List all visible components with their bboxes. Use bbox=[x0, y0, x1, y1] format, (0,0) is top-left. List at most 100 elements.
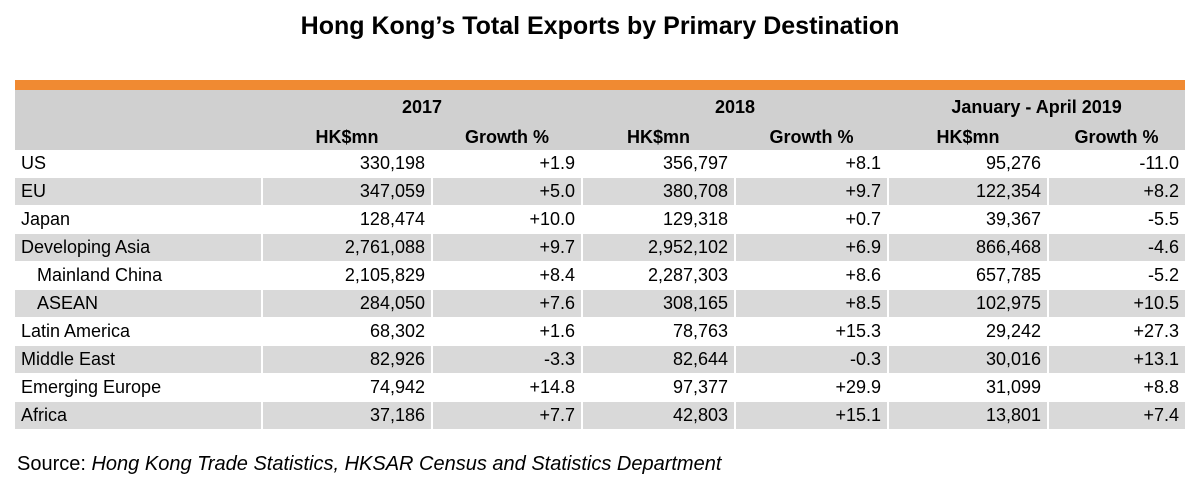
cell-value-growth: +7.4 bbox=[1047, 401, 1186, 430]
table-row: EU 347,059 +5.0 380,708 +9.7 122,354 +8.2 bbox=[15, 177, 1186, 206]
cell-value-growth: +0.7 bbox=[734, 205, 889, 234]
cell-value-hkmn: 74,942 bbox=[261, 373, 432, 402]
cell-value-growth: -5.2 bbox=[1047, 261, 1186, 290]
cell-value-growth: +10.5 bbox=[1047, 289, 1186, 318]
table-row: US 330,198 +1.9 356,797 +8.1 95,276 -11.0 bbox=[15, 150, 1186, 178]
row-label: Mainland China bbox=[15, 261, 262, 290]
cell-value-hkmn: 30,016 bbox=[887, 345, 1049, 374]
cell-value-growth: -11.0 bbox=[1047, 150, 1186, 178]
cell-value-growth: +10.0 bbox=[430, 205, 583, 234]
source-text: Hong Kong Trade Statistics, HKSAR Census… bbox=[91, 453, 722, 475]
cell-value-hkmn: 2,287,303 bbox=[581, 261, 736, 290]
header-col-growth: Growth % bbox=[1048, 124, 1186, 150]
cell-value-hkmn: 95,276 bbox=[887, 150, 1049, 178]
cell-value-hkmn: 29,242 bbox=[887, 317, 1049, 346]
header-group-2017: 2017 bbox=[262, 90, 583, 124]
cell-value-hkmn: 308,165 bbox=[581, 289, 736, 318]
cell-value-growth: +9.7 bbox=[430, 233, 583, 262]
cell-value-hkmn: 356,797 bbox=[581, 150, 736, 178]
cell-value-hkmn: 330,198 bbox=[261, 150, 432, 178]
cell-value-growth: +27.3 bbox=[1047, 317, 1186, 346]
cell-value-hkmn: 2,761,088 bbox=[261, 233, 432, 262]
row-label: Developing Asia bbox=[15, 233, 262, 262]
header-col-hkmn: HK$mn bbox=[888, 124, 1049, 150]
accent-bar bbox=[15, 80, 1185, 90]
header-group-2019: January - April 2019 bbox=[888, 90, 1186, 124]
table-row: Middle East 82,926 -3.3 82,644 -0.3 30,016 +13… bbox=[15, 345, 1186, 374]
table-row: ASEAN 284,050 +7.6 308,165 +8.5 102,975 +10.5 bbox=[15, 289, 1186, 318]
header-col-growth: Growth % bbox=[735, 124, 889, 150]
cell-value-hkmn: 128,474 bbox=[261, 205, 432, 234]
row-label: Japan bbox=[15, 205, 262, 234]
cell-value-hkmn: 122,354 bbox=[887, 177, 1049, 206]
cell-value-growth: -3.3 bbox=[430, 345, 583, 374]
cell-value-growth: +1.9 bbox=[430, 150, 583, 178]
cell-value-hkmn: 129,318 bbox=[581, 205, 736, 234]
cell-value-hkmn: 68,302 bbox=[261, 317, 432, 346]
cell-value-hkmn: 2,105,829 bbox=[261, 261, 432, 290]
cell-value-hkmn: 657,785 bbox=[887, 261, 1049, 290]
cell-value-hkmn: 82,644 bbox=[581, 345, 736, 374]
cell-value-hkmn: 347,059 bbox=[261, 177, 432, 206]
table-body: US 330,198 +1.9 356,797 +8.1 95,276 -11.0 EU 347… bbox=[15, 150, 1186, 430]
header-col-hkmn: HK$mn bbox=[582, 124, 736, 150]
cell-value-growth: -4.6 bbox=[1047, 233, 1186, 262]
cell-value-hkmn: 13,801 bbox=[887, 401, 1049, 430]
row-label: Africa bbox=[15, 401, 262, 430]
header-corner-sub bbox=[15, 124, 262, 150]
header-col-growth: Growth % bbox=[432, 124, 583, 150]
cell-value-hkmn: 82,926 bbox=[261, 345, 432, 374]
cell-value-hkmn: 866,468 bbox=[887, 233, 1049, 262]
cell-value-growth: +7.7 bbox=[430, 401, 583, 430]
row-label: US bbox=[15, 150, 262, 178]
source-note: Source: Hong Kong Trade Statistics, HKSA… bbox=[17, 453, 721, 476]
cell-value-growth: +15.3 bbox=[734, 317, 889, 346]
cell-value-hkmn: 78,763 bbox=[581, 317, 736, 346]
cell-value-hkmn: 102,975 bbox=[887, 289, 1049, 318]
cell-value-growth: -5.5 bbox=[1047, 205, 1186, 234]
cell-value-hkmn: 380,708 bbox=[581, 177, 736, 206]
table-row: Developing Asia 2,761,088 +9.7 2,952,102 +6.… bbox=[15, 233, 1186, 262]
cell-value-growth: +8.5 bbox=[734, 289, 889, 318]
row-label: ASEAN bbox=[15, 289, 262, 318]
row-label: EU bbox=[15, 177, 262, 206]
cell-value-growth: +29.9 bbox=[734, 373, 889, 402]
table-row: Africa 37,186 +7.7 42,803 +15.1 13,801 +7.4 bbox=[15, 401, 1186, 430]
cell-value-growth: +8.2 bbox=[1047, 177, 1186, 206]
cell-value-growth: +1.6 bbox=[430, 317, 583, 346]
table-row: Japan 128,474 +10.0 129,318 +0.7 39,367 -5.5 bbox=[15, 205, 1186, 234]
cell-value-hkmn: 284,050 bbox=[261, 289, 432, 318]
cell-value-growth: -0.3 bbox=[734, 345, 889, 374]
table-row: Latin America 68,302 +1.6 78,763 +15.3 29,242… bbox=[15, 317, 1186, 346]
table-row: Mainland China 2,105,829 +8.4 2,287,303 +8.6… bbox=[15, 261, 1186, 290]
cell-value-hkmn: 37,186 bbox=[261, 401, 432, 430]
header-col-hkmn: HK$mn bbox=[262, 124, 432, 150]
cell-value-hkmn: 39,367 bbox=[887, 205, 1049, 234]
cell-value-growth: +6.9 bbox=[734, 233, 889, 262]
header-group-2018: 2018 bbox=[582, 90, 889, 124]
cell-value-growth: +13.1 bbox=[1047, 345, 1186, 374]
header-row-groups: 2017 2018 January - April 2019 bbox=[15, 90, 1186, 124]
cell-value-growth: +8.6 bbox=[734, 261, 889, 290]
cell-value-growth: +8.1 bbox=[734, 150, 889, 178]
row-label: Latin America bbox=[15, 317, 262, 346]
row-label: Middle East bbox=[15, 345, 262, 374]
header-corner bbox=[15, 90, 262, 124]
cell-value-growth: +7.6 bbox=[430, 289, 583, 318]
cell-value-hkmn: 2,952,102 bbox=[581, 233, 736, 262]
source-prefix: Source: bbox=[17, 453, 92, 475]
cell-value-growth: +14.8 bbox=[430, 373, 583, 402]
cell-value-growth: +15.1 bbox=[734, 401, 889, 430]
table-row: Emerging Europe 74,942 +14.8 97,377 +29.9 31,… bbox=[15, 373, 1186, 402]
cell-value-growth: +9.7 bbox=[734, 177, 889, 206]
cell-value-growth: +5.0 bbox=[430, 177, 583, 206]
cell-value-hkmn: 31,099 bbox=[887, 373, 1049, 402]
cell-value-growth: +8.8 bbox=[1047, 373, 1186, 402]
header-row-columns: HK$mn Growth % HK$mn Growth % HK$mn Grow… bbox=[15, 124, 1186, 150]
exports-table: 2017 2018 January - April 2019 HK$mn Gro… bbox=[15, 90, 1186, 430]
row-label: Emerging Europe bbox=[15, 373, 262, 402]
cell-value-growth: +8.4 bbox=[430, 261, 583, 290]
cell-value-hkmn: 97,377 bbox=[581, 373, 736, 402]
table-title: Hong Kong’s Total Exports by Primary Des… bbox=[300, 12, 900, 40]
